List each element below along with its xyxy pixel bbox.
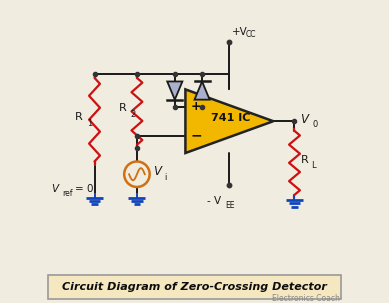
Text: 2: 2 xyxy=(130,111,135,119)
Polygon shape xyxy=(186,89,273,153)
Text: 1: 1 xyxy=(87,119,92,128)
Text: - V: - V xyxy=(207,196,221,206)
Text: 0: 0 xyxy=(313,120,318,129)
Polygon shape xyxy=(167,82,182,100)
Text: R: R xyxy=(75,112,83,122)
Text: CC: CC xyxy=(246,30,256,39)
Text: R: R xyxy=(119,103,126,113)
Text: i: i xyxy=(164,173,166,182)
Text: +V: +V xyxy=(232,27,247,37)
Text: −: − xyxy=(190,128,202,142)
Text: = 0: = 0 xyxy=(75,184,93,195)
Text: EE: EE xyxy=(226,201,235,211)
Text: +: + xyxy=(190,100,201,113)
Text: ref: ref xyxy=(62,189,73,198)
Text: V: V xyxy=(153,165,161,178)
Text: R: R xyxy=(301,155,309,165)
Polygon shape xyxy=(194,82,210,100)
Text: L: L xyxy=(311,161,316,170)
Text: Electronics Coach: Electronics Coach xyxy=(272,294,340,303)
FancyBboxPatch shape xyxy=(47,275,342,299)
Text: V: V xyxy=(300,113,308,126)
Text: 741 IC: 741 IC xyxy=(211,113,251,123)
Text: Circuit Diagram of Zero-Crossing Detector: Circuit Diagram of Zero-Crossing Detecto… xyxy=(62,282,327,292)
Text: V: V xyxy=(51,184,59,195)
